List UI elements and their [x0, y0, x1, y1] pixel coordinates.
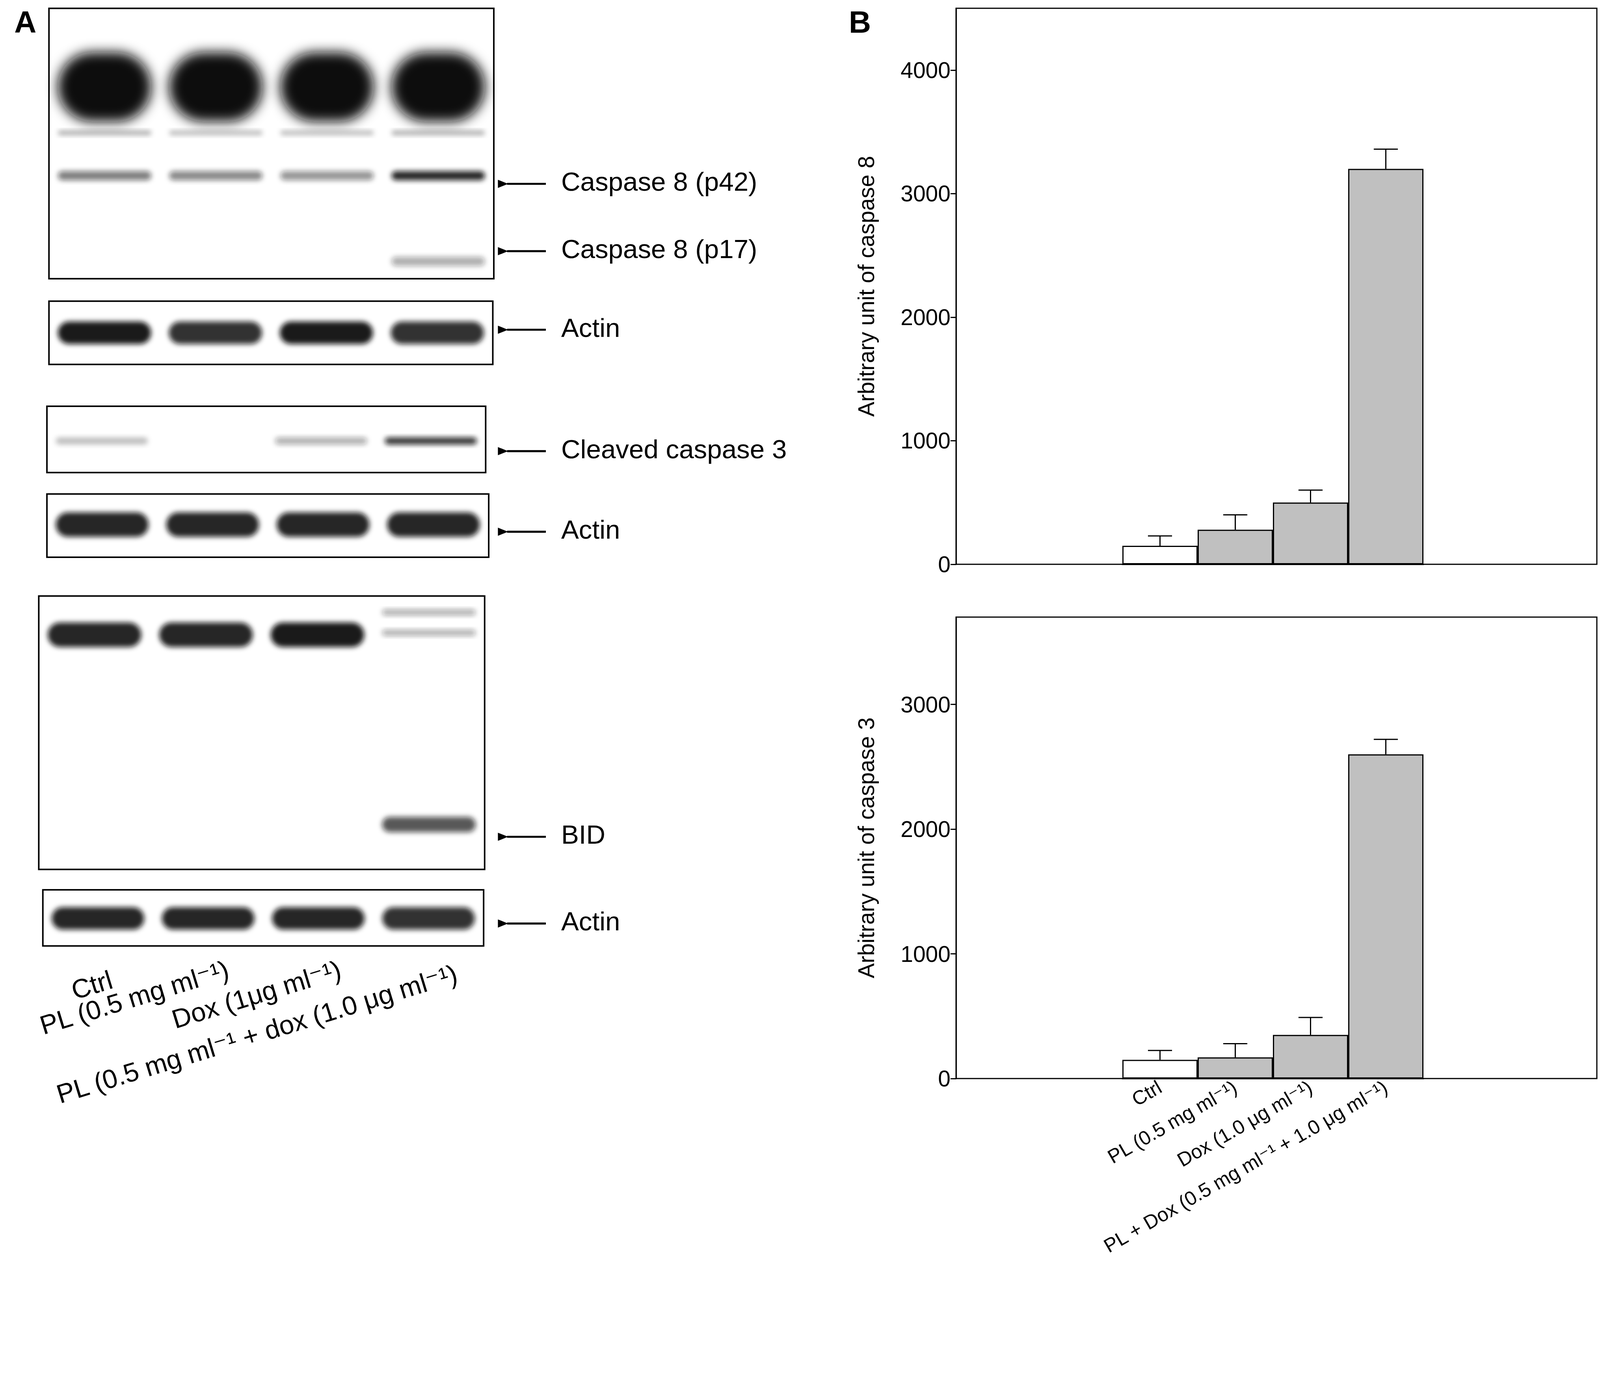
svg-text:PL (0.5 mg ml⁻¹): PL (0.5 mg ml⁻¹) [1103, 1076, 1241, 1169]
svg-text:Arbitrary unit of caspase 8: Arbitrary unit of caspase 8 [853, 155, 879, 417]
svg-text:0: 0 [937, 1066, 951, 1092]
svg-text:3000: 3000 [900, 692, 951, 718]
svg-text:3000: 3000 [900, 180, 951, 207]
svg-text:A: A [14, 5, 37, 40]
svg-text:Actin: Actin [561, 312, 621, 343]
svg-text:Ctrl: Ctrl [67, 964, 116, 1005]
svg-text:Cleaved caspase 3: Cleaved caspase 3 [561, 434, 787, 464]
svg-text:4000: 4000 [900, 57, 951, 83]
svg-text:Ctrl: Ctrl [1127, 1076, 1166, 1111]
svg-text:0: 0 [937, 551, 951, 577]
svg-text:Actin: Actin [561, 514, 621, 545]
svg-text:1000: 1000 [900, 427, 951, 454]
svg-text:2000: 2000 [900, 304, 951, 330]
svg-text:B: B [848, 5, 871, 40]
svg-text:2000: 2000 [900, 816, 951, 842]
svg-text:Actin: Actin [561, 906, 621, 936]
svg-text:Dox (1.0 μg ml⁻¹): Dox (1.0 μg ml⁻¹) [1173, 1076, 1317, 1172]
svg-text:1000: 1000 [900, 941, 951, 967]
svg-text:BID: BID [561, 819, 606, 850]
svg-text:Caspase 8 (p42): Caspase 8 (p42) [561, 166, 758, 197]
svg-text:PL + Dox (0.5 mg ml⁻¹ + 1.0 μg: PL + Dox (0.5 mg ml⁻¹ + 1.0 μg ml⁻¹) [1099, 1076, 1392, 1258]
svg-text:Caspase 8 (p17): Caspase 8 (p17) [561, 234, 758, 264]
svg-text:PL (0.5 mg ml⁻¹): PL (0.5 mg ml⁻¹) [36, 954, 233, 1040]
svg-text:Dox (1μg ml⁻¹): Dox (1μg ml⁻¹) [168, 954, 345, 1035]
svg-text:PL (0.5 mg ml⁻¹ + dox (1.0 μg: PL (0.5 mg ml⁻¹ + dox (1.0 μg ml⁻¹) [52, 958, 461, 1109]
svg-text:Arbitrary unit of caspase 3: Arbitrary unit of caspase 3 [853, 717, 879, 979]
